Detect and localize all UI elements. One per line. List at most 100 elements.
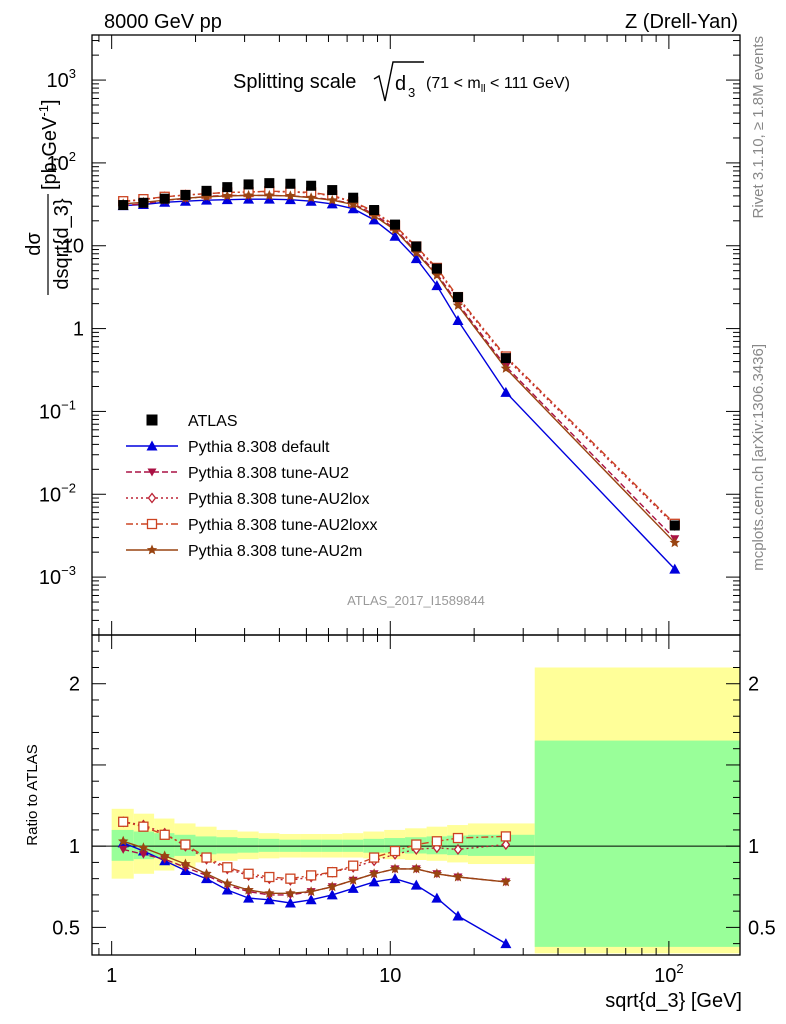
ratio-series-point	[222, 862, 233, 873]
band-green	[237, 838, 259, 853]
x-tick-label-base: 1	[106, 965, 117, 987]
atlas-data-point	[159, 193, 170, 204]
y-tick-label-base: 10	[39, 567, 61, 589]
main-series-point	[500, 386, 512, 397]
main-series-point	[500, 363, 512, 373]
ratio-y-tick-label: 2	[69, 674, 80, 696]
main-series-point	[452, 315, 464, 326]
ratio-series-point	[348, 874, 359, 885]
ratio-series-point	[452, 832, 464, 844]
ratio-series-point	[305, 894, 317, 905]
y-tick-label-base: 10	[47, 70, 69, 92]
rivet-version-text: Rivet 3.1.10, ≥ 1.8M events	[750, 36, 767, 219]
ratio-ylabel: Ratio to ATLAS	[24, 744, 41, 845]
x-tick-label-base: 10	[379, 965, 401, 987]
ratio-series-point	[201, 852, 212, 863]
ratio-series-point	[452, 910, 464, 921]
main-series-point	[243, 189, 254, 200]
atlas-data-point	[243, 179, 254, 190]
main-series-point	[222, 190, 233, 201]
y-tick-label: 10−2	[39, 480, 76, 506]
y-tick-label-base: 10	[47, 153, 69, 175]
sqrt-sign-icon	[373, 61, 424, 102]
xlabel: sqrt{d_3} [GeV]	[605, 990, 742, 1012]
ratio-series-point	[264, 887, 275, 898]
ratio-series-point	[180, 839, 191, 850]
ratio-y-tick-label-right: 2	[748, 674, 759, 696]
main-series-point	[264, 189, 275, 200]
ratio-series-point	[368, 876, 380, 887]
atlas-data-point	[138, 197, 149, 208]
ratio-series-point	[452, 871, 464, 882]
analysis-watermark: ATLAS_2017_I1589844	[347, 593, 485, 608]
atlas-data-point	[411, 241, 422, 252]
main-series-line	[123, 198, 676, 570]
atlas-data-point	[201, 185, 212, 196]
band-green	[216, 837, 238, 854]
ratio-series-point	[431, 892, 443, 903]
atlas-data-point	[327, 185, 338, 196]
ratio-series-point	[410, 879, 422, 890]
main-series-point	[201, 191, 212, 202]
atlas-data-point	[669, 520, 680, 531]
y-tick-label: 103	[47, 66, 76, 92]
y-tick-label-base: 1	[73, 319, 84, 341]
y-tick-label: 10	[62, 236, 84, 258]
legend-marker	[147, 468, 157, 477]
main-series-point	[669, 537, 680, 548]
ratio-series-point	[389, 873, 401, 884]
legend-label: Pythia 8.308 tune-AU2m	[188, 543, 362, 560]
legend-label: Pythia 8.308 tune-AU2	[188, 465, 349, 482]
y-tick-label: 10−3	[39, 563, 76, 589]
atlas-data-point	[500, 353, 511, 364]
legend-label: Pythia 8.308 tune-AU2lox	[188, 491, 369, 508]
ratio-series-line	[123, 821, 506, 882]
main-series-point	[368, 210, 380, 221]
ratio-series-point	[500, 876, 512, 887]
ratio-series-point	[159, 850, 170, 861]
plot-title: Splitting scale d 3 (71 < mll < 111 GeV)	[233, 61, 570, 102]
ratio-y-tick-label: 1	[69, 836, 80, 858]
ratio-series-point	[118, 816, 129, 827]
legend: ATLAS Pythia 8.308 default Pythia 8.308 tu…	[126, 413, 377, 560]
y-tick-label: 10−1	[39, 397, 76, 423]
main-series-point	[410, 253, 422, 264]
ratio-series-point	[180, 858, 191, 869]
main-series-point	[669, 563, 681, 574]
atlas-data-point	[369, 205, 380, 216]
main-series-point	[431, 280, 443, 291]
band-green	[195, 836, 217, 855]
ratio-series-point	[138, 842, 149, 853]
ratio-series-point	[222, 878, 233, 888]
ratio-series-point	[305, 886, 317, 897]
ratio-series-point	[500, 938, 512, 949]
atlas-data-point	[118, 200, 129, 211]
ratio-series-point	[118, 845, 128, 854]
y-tick-label-exp: −1	[61, 397, 76, 412]
y-tick-label: 102	[47, 149, 76, 175]
ratio-series-point	[138, 821, 149, 832]
ratio-series-point	[285, 873, 296, 884]
band-green	[258, 838, 280, 852]
x-tick-label-exp: 2	[676, 961, 683, 976]
y-tick-label-exp: 3	[69, 66, 76, 81]
ratio-y-tick-label-right: 0.5	[748, 917, 776, 939]
atlas-data-point	[431, 263, 442, 274]
title-sqrt-arg: d	[395, 73, 406, 95]
legend-label: Pythia 8.308 tune-AU2loxx	[188, 517, 377, 534]
atlas-data-point	[348, 192, 359, 203]
title-range-a: (71 < m	[426, 75, 481, 92]
legend-marker	[146, 518, 158, 530]
title-main: Splitting scale	[233, 71, 356, 93]
ylabel-units-sup: -1	[36, 105, 51, 117]
main-series-line	[123, 194, 676, 540]
title-sqrt-sub: 3	[408, 85, 415, 100]
ratio-series-point	[368, 852, 380, 863]
ratio-frame	[91, 634, 741, 956]
ylabel-denominator: dsqrt{d_3}	[51, 198, 73, 290]
x-tick-label-base: 10	[654, 965, 676, 987]
ratio-series-point	[389, 863, 401, 874]
y-tick-label-base: 10	[39, 484, 61, 506]
